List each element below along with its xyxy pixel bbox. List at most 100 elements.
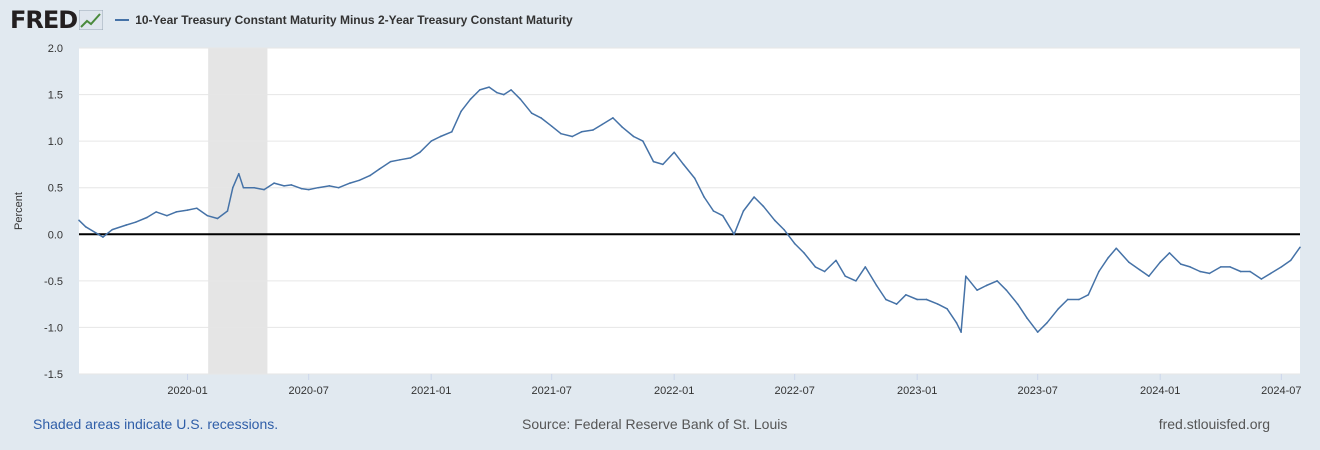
series-points	[78, 86, 1301, 333]
series-point	[378, 168, 381, 170]
series-point	[519, 98, 522, 101]
y-tick-label: 1.5	[48, 90, 63, 102]
header: FRED 10-Year Treasury Constant Maturity …	[10, 6, 573, 34]
series-point	[703, 196, 705, 198]
series-point	[317, 186, 319, 189]
site-link[interactable]: fred.stlouisfed.org	[1158, 416, 1270, 432]
series-point	[762, 205, 765, 208]
series-point	[793, 242, 796, 245]
series-point	[652, 160, 655, 163]
series-point	[642, 140, 644, 142]
y-tick-label: 2.0	[48, 43, 63, 55]
plot-area[interactable]	[79, 48, 1300, 374]
series-point	[742, 210, 745, 212]
series-point	[102, 236, 104, 238]
series-point	[835, 259, 837, 262]
series-point	[419, 151, 421, 154]
series-point	[571, 135, 574, 138]
source-note: Source: Federal Reserve Bank of St. Loui…	[522, 416, 788, 432]
series-point	[916, 298, 918, 301]
series-point	[1098, 270, 1100, 273]
series-point	[1289, 259, 1292, 262]
series-point	[1219, 266, 1222, 268]
series-point	[155, 211, 158, 213]
series-point	[976, 289, 978, 291]
series-point	[1299, 246, 1301, 249]
series-point	[231, 186, 234, 189]
series-point	[1189, 266, 1191, 268]
series-point	[166, 214, 168, 217]
series-point	[1148, 275, 1150, 278]
series-point	[1016, 303, 1019, 305]
y-tick-label: -0.5	[44, 276, 63, 288]
x-tick-label: 2023-07	[1018, 385, 1058, 397]
gridlines	[79, 47, 1300, 375]
legend-series-title[interactable]: 10-Year Treasury Constant Maturity Minus…	[135, 13, 573, 27]
series-point	[550, 125, 553, 128]
fred-logo[interactable]: FRED	[10, 6, 78, 34]
series-point	[206, 214, 209, 217]
series-point	[885, 298, 887, 301]
series-point	[125, 224, 128, 226]
series-point	[502, 93, 505, 96]
series-point	[84, 226, 87, 228]
x-tick-label: 2021-01	[411, 385, 451, 397]
x-tick-label: 2020-01	[167, 385, 207, 397]
y-axis-ticks: 2.0 1.5 1.0 0.5 0.0 -0.5 -1.0 -1.5	[44, 43, 63, 381]
series-point	[1036, 331, 1039, 333]
x-tick-label: 2024-01	[1140, 385, 1180, 397]
series-point	[773, 219, 776, 222]
x-tick-label: 2023-01	[897, 385, 937, 397]
recession-shading	[208, 48, 268, 374]
series-point	[389, 160, 392, 163]
series-point	[1229, 266, 1231, 268]
series-point	[673, 151, 675, 154]
series-point	[925, 298, 928, 301]
series-point	[612, 117, 614, 119]
series-point	[78, 219, 80, 222]
series-point	[451, 131, 453, 133]
series-point	[960, 331, 962, 333]
series-point	[823, 270, 826, 273]
series-point	[237, 172, 240, 175]
series-point	[349, 182, 351, 184]
series-point	[1128, 261, 1130, 264]
series-point	[1280, 266, 1283, 268]
series-point	[783, 228, 785, 231]
x-tick-label: 2022-07	[775, 385, 815, 397]
recession-band-0	[208, 48, 268, 374]
series-point	[369, 174, 371, 177]
series-point	[337, 186, 340, 189]
chart: 2.01.51.00.50.0-0.5-1.0-1.5 2020-01 2020-…	[13, 43, 1302, 397]
series-point	[216, 217, 219, 220]
series-point	[111, 228, 114, 231]
series-point	[134, 221, 137, 223]
x-tick-label: 2021-07	[532, 385, 572, 397]
series-point	[592, 129, 594, 131]
series-point	[560, 132, 562, 135]
series-point	[875, 284, 878, 287]
x-tick-label: 2022-01	[654, 385, 694, 397]
series-point	[1208, 272, 1211, 275]
series-point	[694, 177, 696, 180]
series-point	[253, 186, 255, 189]
recession-note: Shaded areas indicate U.S. recessions.	[33, 416, 279, 432]
series-point	[1026, 317, 1028, 319]
y-tick-label: -1.0	[44, 322, 63, 334]
series-point	[946, 308, 948, 310]
series-point	[721, 214, 724, 217]
series-point	[290, 184, 293, 186]
series-point	[273, 182, 275, 184]
fred-logo-graph-icon[interactable]	[79, 10, 104, 30]
series-point	[263, 188, 265, 191]
series-point	[530, 112, 533, 114]
x-tick-label: 2020-07	[288, 385, 328, 397]
series-point	[307, 188, 310, 191]
series-point	[905, 294, 907, 296]
series-point	[1046, 321, 1048, 324]
series-point	[488, 86, 490, 88]
series-point	[478, 89, 481, 91]
series-point	[601, 123, 604, 126]
series-point	[712, 210, 715, 212]
series-point	[996, 280, 998, 282]
